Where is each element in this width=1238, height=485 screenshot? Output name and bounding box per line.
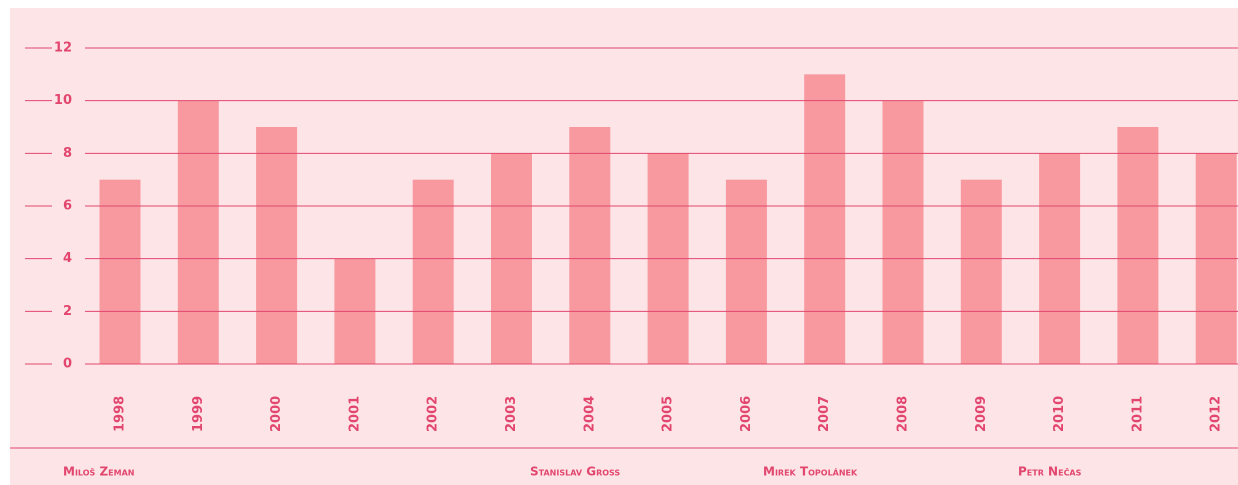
x-tick-label: 2006 bbox=[739, 396, 754, 432]
bar bbox=[725, 179, 767, 364]
annotation: Petr Nečas bbox=[1018, 465, 1082, 479]
annotation: Mirek Topolánek bbox=[763, 465, 858, 479]
x-tick-label: 2002 bbox=[426, 396, 441, 432]
x-tick-label: 2005 bbox=[661, 396, 676, 432]
bar bbox=[960, 179, 1002, 364]
y-tick-label: 0 bbox=[63, 357, 72, 372]
x-tick-label: 2001 bbox=[347, 396, 362, 432]
y-tick-label: 10 bbox=[54, 93, 72, 108]
y-tick-label: 8 bbox=[63, 146, 72, 161]
bar bbox=[882, 100, 924, 365]
bar bbox=[99, 179, 141, 364]
x-tick-label: 2000 bbox=[269, 396, 284, 432]
y-tick-label: 6 bbox=[63, 199, 72, 214]
bar bbox=[256, 127, 298, 364]
x-tick-label: 2007 bbox=[817, 396, 832, 432]
y-tick-label: 2 bbox=[63, 304, 72, 319]
bar bbox=[412, 179, 454, 364]
x-tick-label: 2012 bbox=[1209, 396, 1224, 432]
x-tick-label: 2004 bbox=[582, 396, 597, 432]
x-tick-label: 1998 bbox=[113, 396, 128, 432]
x-tick-label: 2008 bbox=[896, 396, 911, 432]
bar bbox=[569, 127, 611, 364]
bar bbox=[1117, 127, 1159, 364]
bar bbox=[177, 100, 219, 365]
x-tick-label: 2009 bbox=[974, 396, 989, 432]
x-tick-label: 2003 bbox=[504, 396, 519, 432]
x-tick-label: 2011 bbox=[1130, 396, 1145, 432]
annotation: Stanislav Gross bbox=[530, 465, 620, 479]
x-tick-label: 1999 bbox=[191, 396, 206, 432]
bar bbox=[804, 74, 846, 364]
x-tick-label: 2010 bbox=[1052, 396, 1067, 432]
y-tick-label: 4 bbox=[63, 251, 72, 266]
y-tick-label: 12 bbox=[54, 41, 72, 56]
annotation: Miloš Zeman bbox=[63, 465, 134, 479]
